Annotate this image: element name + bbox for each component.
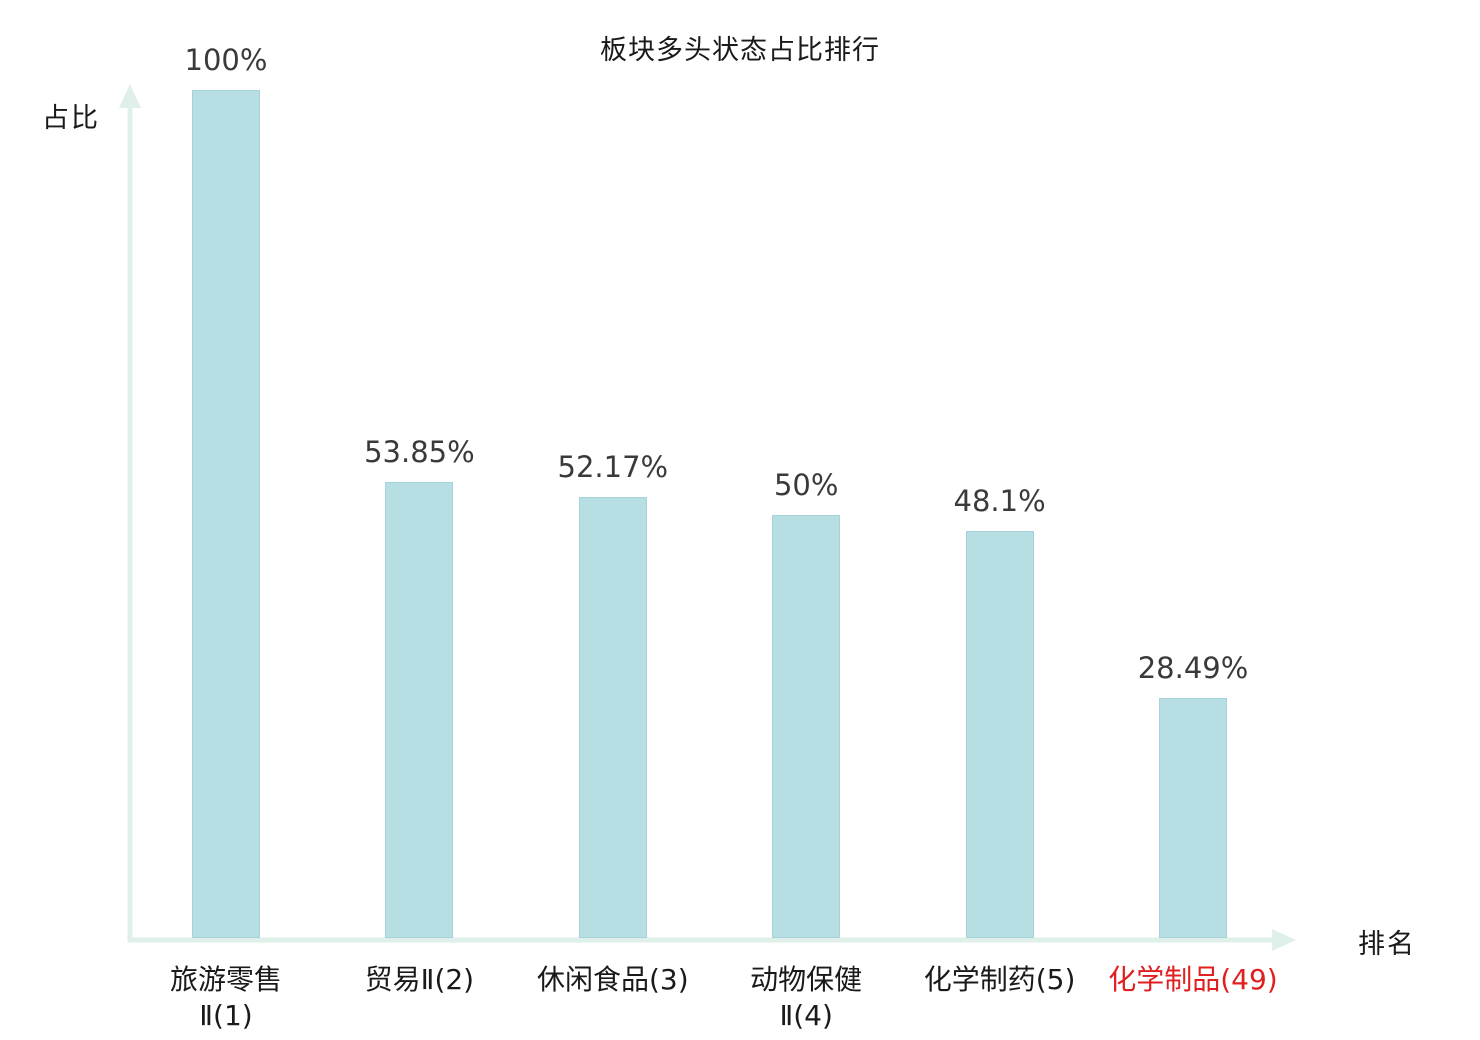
bar xyxy=(965,531,1034,938)
bar-value-label: 100% xyxy=(184,43,268,77)
bar-category-label: 化学制品(49) xyxy=(1108,963,1278,996)
bar xyxy=(1159,698,1227,938)
y-axis-arrow-icon xyxy=(119,84,141,108)
bar-category-label: 贸易Ⅱ(2) xyxy=(364,963,475,996)
bar-category-label: 休闲食品(3) xyxy=(536,963,689,996)
bar-category-label: 旅游零售 Ⅱ(1) xyxy=(169,963,282,1033)
x-axis-arrow-icon xyxy=(1272,929,1296,951)
bar-value-label: 50% xyxy=(773,468,839,502)
bar-category-label: 化学制药(5) xyxy=(923,963,1076,996)
x-axis-label: 排名 xyxy=(1358,929,1416,960)
bar xyxy=(772,515,841,938)
bar-value-label: 28.49% xyxy=(1137,651,1249,685)
bar xyxy=(578,497,647,938)
bar-value-label: 52.17% xyxy=(557,450,669,484)
y-axis-label: 占比 xyxy=(42,103,100,134)
chart-title: 板块多头状态占比排行 xyxy=(600,35,880,66)
bar xyxy=(385,482,454,938)
bar-category-label: 动物保健 Ⅱ(4) xyxy=(750,963,863,1033)
bar-value-label: 48.1% xyxy=(953,484,1046,518)
bar-value-label: 53.85% xyxy=(364,435,475,469)
bar xyxy=(192,90,260,938)
